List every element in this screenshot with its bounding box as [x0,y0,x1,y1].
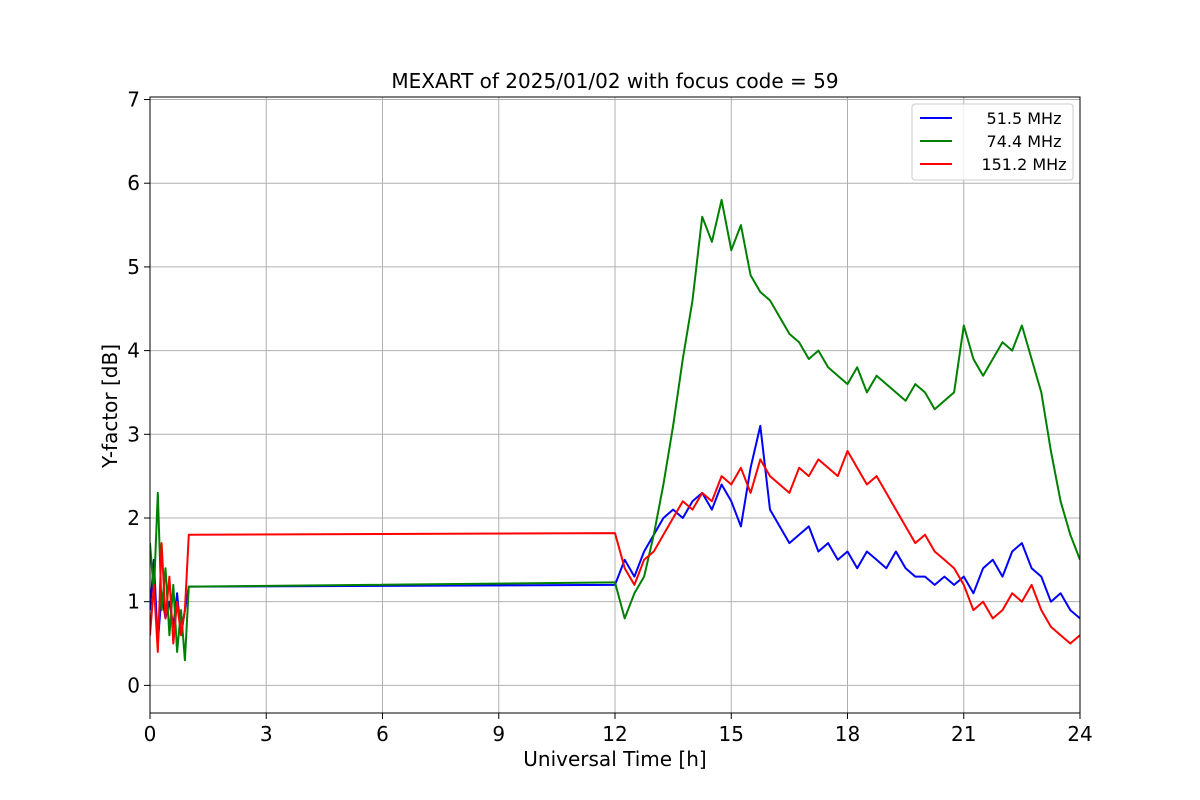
legend: 51.5 MHz 74.4 MHz 151.2 MHz [911,103,1074,181]
legend-box [911,103,1074,181]
y-tick-label: 6 [127,171,140,195]
x-tick-label: 9 [492,722,505,746]
y-tick-label: 0 [127,673,140,697]
legend-label: 51.5 MHz [987,109,1062,128]
x-tick-label: 15 [719,722,744,746]
x-tick-label: 21 [951,722,976,746]
x-axis-title: Universal Time [h] [523,747,706,771]
y-axis-title: Y-factor [dB] [98,344,122,469]
y-tick-label: 7 [127,88,140,112]
series-line-1 [150,198,1080,662]
x-tick-label: 12 [602,722,627,746]
chart-title: MEXART of 2025/01/02 with focus code = 5… [391,69,838,93]
series-line-2 [150,450,1080,653]
x-tick-label: 3 [260,722,273,746]
series-layer [150,198,1080,662]
y-tick-label: 2 [127,506,140,530]
legend-label: 74.4 MHz [987,132,1062,151]
y-tick-label: 4 [127,339,140,363]
y-tick-label: 1 [127,590,140,614]
x-tick-label: 24 [1067,722,1092,746]
x-tick-label: 6 [376,722,389,746]
x-tick-label: 18 [835,722,860,746]
y-tick-label: 3 [127,422,140,446]
legend-label: 151.2 MHz [981,155,1066,174]
x-tick-label: 0 [144,722,157,746]
y-tick-label: 5 [127,255,140,279]
